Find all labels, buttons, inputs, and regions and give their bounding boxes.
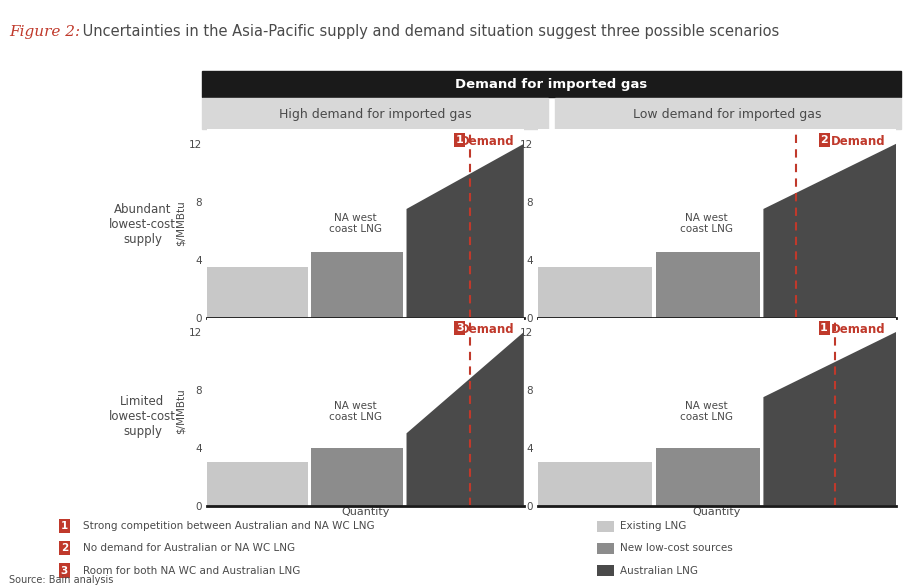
Bar [597, 565, 614, 576]
Text: Demand: Demand [831, 135, 885, 148]
Text: Demand: Demand [831, 323, 885, 336]
X-axis label: Quantity: Quantity [341, 319, 390, 329]
Bar [538, 462, 652, 506]
Text: Abundant
lowest-cost
supply: Abundant lowest-cost supply [109, 203, 176, 246]
Y-axis label: $/MMBtu: $/MMBtu [506, 201, 516, 246]
Y-axis label: $/MMBtu: $/MMBtu [506, 389, 516, 435]
Text: Uncertainties in the Asia-Pacific supply and demand situation suggest three poss: Uncertainties in the Asia-Pacific supply… [78, 24, 779, 39]
Bar [207, 462, 308, 506]
Bar [202, 98, 548, 129]
Text: High demand for imported gas: High demand for imported gas [279, 108, 471, 121]
Text: Existing LNG: Existing LNG [620, 521, 686, 531]
Text: Availability of
lowest-cost
supply
(Russia,
Middle East): Availability of lowest-cost supply (Russ… [0, 284, 92, 357]
Text: Low demand for imported gas: Low demand for imported gas [633, 108, 822, 121]
Text: No demand for Australian or NA WC LNG: No demand for Australian or NA WC LNG [83, 543, 295, 553]
X-axis label: Quantity: Quantity [693, 319, 741, 329]
Text: 3: 3 [61, 566, 68, 576]
Bar [597, 520, 614, 532]
Bar [312, 448, 403, 506]
Polygon shape [764, 332, 896, 506]
Bar [312, 252, 403, 318]
Text: Room for both NA WC and Australian LNG: Room for both NA WC and Australian LNG [83, 566, 301, 576]
Bar [597, 543, 614, 554]
Polygon shape [406, 332, 524, 506]
Text: NA west
coast LNG: NA west coast LNG [679, 401, 732, 422]
Text: Limited
lowest-cost
supply: Limited lowest-cost supply [109, 395, 176, 437]
Text: 3: 3 [456, 323, 463, 333]
Y-axis label: $/MMBtu: $/MMBtu [176, 389, 186, 435]
Bar [656, 448, 760, 506]
Text: Australian LNG: Australian LNG [620, 566, 698, 576]
Text: NA west
coast LNG: NA west coast LNG [679, 213, 732, 234]
Text: Strong competition between Australian and NA WC LNG: Strong competition between Australian an… [83, 521, 374, 531]
Text: 2: 2 [61, 543, 68, 553]
Polygon shape [764, 144, 896, 318]
Bar [207, 267, 308, 318]
Text: NA west
coast LNG: NA west coast LNG [329, 401, 382, 422]
Text: New low-cost sources: New low-cost sources [620, 543, 733, 553]
Text: NA west
coast LNG: NA west coast LNG [329, 213, 382, 234]
Polygon shape [406, 144, 524, 318]
Y-axis label: $/MMBtu: $/MMBtu [176, 201, 186, 246]
Text: Figure 2:: Figure 2: [9, 25, 80, 39]
X-axis label: Quantity: Quantity [693, 507, 741, 517]
Text: Demand: Demand [460, 135, 515, 148]
Text: 1: 1 [820, 323, 828, 333]
Bar [555, 98, 901, 129]
Bar [538, 267, 652, 318]
Text: Source: Bain analysis: Source: Bain analysis [9, 575, 114, 585]
Text: 1: 1 [61, 521, 68, 531]
Bar [656, 252, 760, 318]
X-axis label: Quantity: Quantity [341, 507, 390, 517]
Text: 2: 2 [820, 135, 828, 145]
Text: Demand: Demand [460, 323, 515, 336]
Text: Demand for imported gas: Demand for imported gas [455, 78, 648, 91]
Text: 1: 1 [456, 135, 463, 145]
Bar [202, 71, 901, 97]
